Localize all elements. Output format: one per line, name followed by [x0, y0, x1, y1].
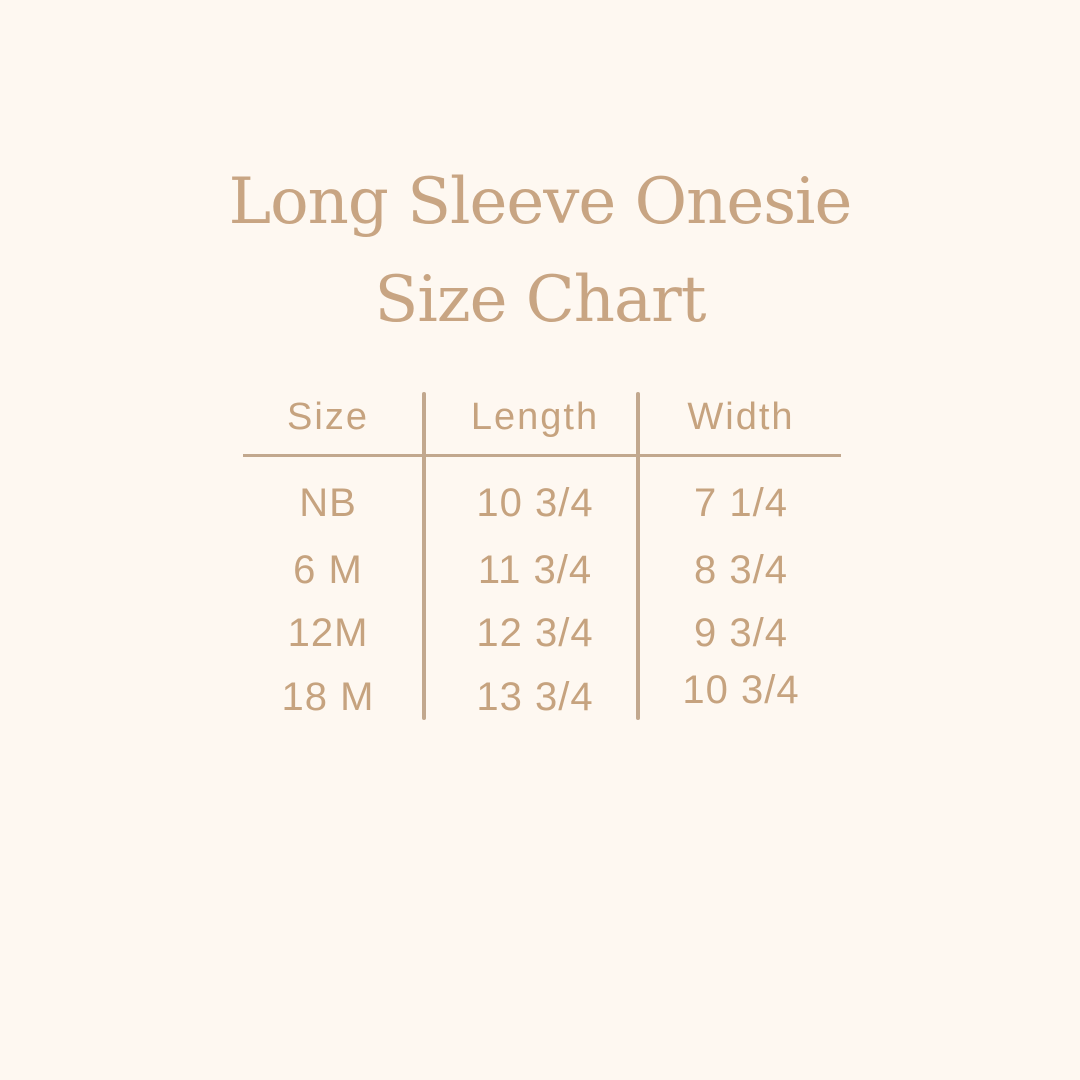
header-divider [243, 454, 841, 457]
cell-size: NB [299, 481, 357, 525]
cell-width: 7 1/4 [694, 481, 788, 525]
cell-size: 12M [287, 611, 369, 655]
column-divider [422, 392, 426, 720]
cell-width: 8 3/4 [694, 548, 788, 592]
cell-length: 13 3/4 [476, 675, 594, 719]
header-length: Length [470, 396, 600, 438]
cell-size: 6 M [293, 548, 363, 592]
cell-width: 10 3/4 [682, 668, 800, 712]
cell-length: 10 3/4 [476, 481, 594, 525]
cell-length: 11 3/4 [477, 548, 593, 592]
column-divider [636, 392, 640, 720]
title-line-1: Long Sleeve Onesie [228, 165, 853, 239]
cell-length: 12 3/4 [476, 611, 594, 655]
header-size: Size [287, 396, 369, 438]
cell-width: 9 3/4 [694, 611, 788, 655]
cell-size: 18 M [281, 675, 375, 719]
title-line-2: Size Chart [374, 263, 707, 337]
header-width: Width [687, 396, 795, 438]
